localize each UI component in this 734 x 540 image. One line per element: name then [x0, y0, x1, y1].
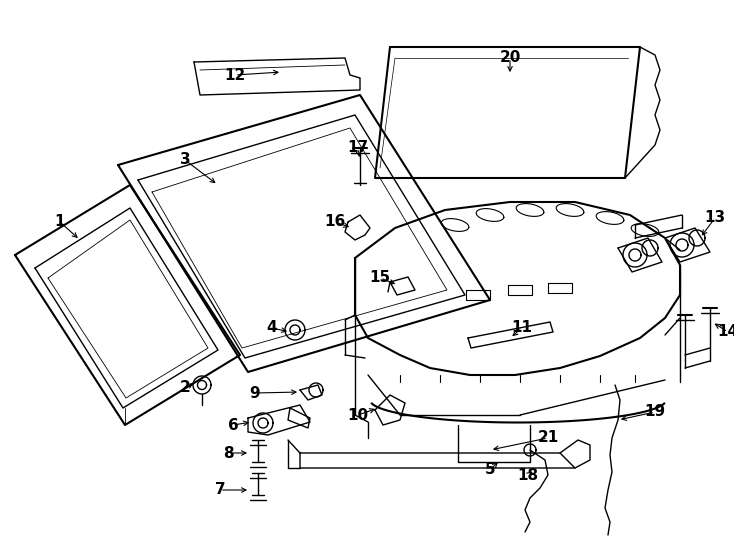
Text: 10: 10 [347, 408, 368, 422]
Text: 5: 5 [484, 462, 495, 477]
Text: 7: 7 [214, 483, 225, 497]
Text: 19: 19 [644, 404, 666, 420]
Text: 11: 11 [512, 321, 532, 335]
Text: 20: 20 [499, 51, 520, 65]
Text: 16: 16 [324, 214, 346, 230]
Text: 17: 17 [347, 140, 368, 156]
Text: 3: 3 [180, 152, 190, 167]
Text: 2: 2 [180, 381, 190, 395]
Text: 15: 15 [369, 271, 390, 286]
Text: 12: 12 [225, 68, 246, 83]
Text: 9: 9 [250, 386, 261, 401]
Text: 6: 6 [228, 417, 239, 433]
Text: 14: 14 [717, 325, 734, 340]
Text: 21: 21 [537, 430, 559, 445]
Text: 1: 1 [55, 214, 65, 230]
Text: 4: 4 [266, 321, 277, 335]
Text: 18: 18 [517, 468, 539, 483]
Text: 13: 13 [705, 211, 726, 226]
Text: 8: 8 [222, 446, 233, 461]
